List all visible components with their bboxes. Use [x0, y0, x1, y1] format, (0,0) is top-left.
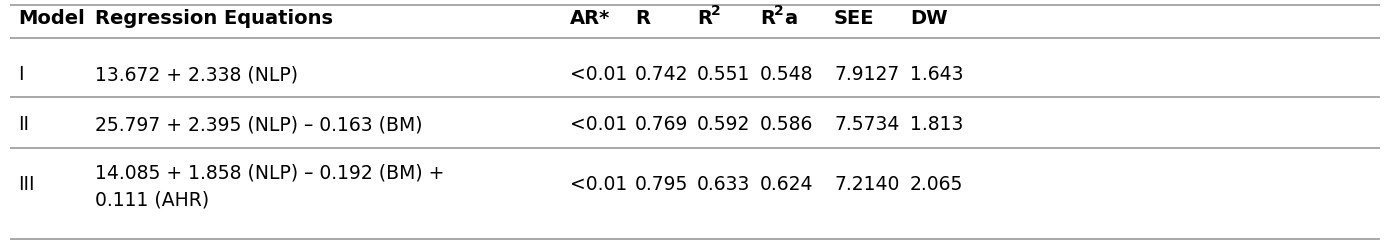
Text: Regression Equations: Regression Equations — [95, 9, 334, 28]
Text: 2.065: 2.065 — [910, 175, 963, 194]
Text: SEE: SEE — [834, 9, 874, 28]
Text: 2: 2 — [712, 4, 721, 18]
Text: 7.9127: 7.9127 — [834, 65, 899, 84]
Text: Model: Model — [18, 9, 85, 28]
Text: III: III — [18, 175, 35, 194]
Text: 7.2140: 7.2140 — [834, 175, 899, 194]
Text: <0.01: <0.01 — [570, 115, 627, 134]
Text: a: a — [784, 9, 796, 28]
Text: 0.111 (AHR): 0.111 (AHR) — [95, 191, 208, 210]
Text: 0.633: 0.633 — [696, 175, 751, 194]
Text: <0.01: <0.01 — [570, 65, 627, 84]
Text: 1.643: 1.643 — [910, 65, 963, 84]
Text: 0.586: 0.586 — [760, 115, 813, 134]
Text: 1.813: 1.813 — [910, 115, 963, 134]
Text: I: I — [18, 65, 24, 84]
Text: 0.795: 0.795 — [635, 175, 688, 194]
Text: 0.551: 0.551 — [696, 65, 751, 84]
Text: 0.624: 0.624 — [760, 175, 813, 194]
Text: 0.592: 0.592 — [696, 115, 751, 134]
Text: 14.085 + 1.858 (NLP) – 0.192 (BM) +: 14.085 + 1.858 (NLP) – 0.192 (BM) + — [95, 163, 445, 183]
Text: II: II — [18, 115, 29, 134]
Text: 25.797 + 2.395 (NLP) – 0.163 (BM): 25.797 + 2.395 (NLP) – 0.163 (BM) — [95, 115, 423, 134]
Text: 2: 2 — [774, 4, 784, 18]
Text: R: R — [635, 9, 651, 28]
Text: <0.01: <0.01 — [570, 175, 627, 194]
Text: 0.742: 0.742 — [635, 65, 688, 84]
Text: AR*: AR* — [570, 9, 610, 28]
Text: 13.672 + 2.338 (NLP): 13.672 + 2.338 (NLP) — [95, 65, 297, 84]
Text: R: R — [696, 9, 712, 28]
Text: 0.769: 0.769 — [635, 115, 688, 134]
Text: R: R — [760, 9, 776, 28]
Text: 0.548: 0.548 — [760, 65, 813, 84]
Text: 7.5734: 7.5734 — [834, 115, 899, 134]
Text: DW: DW — [910, 9, 948, 28]
